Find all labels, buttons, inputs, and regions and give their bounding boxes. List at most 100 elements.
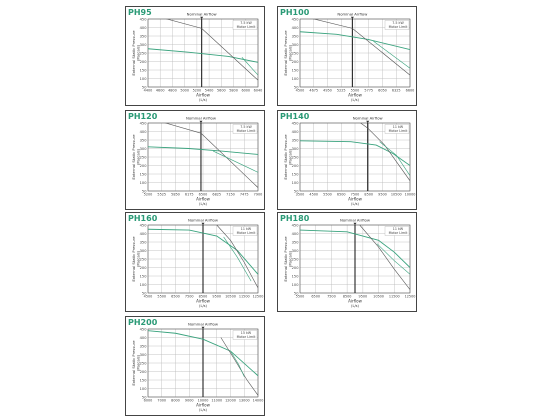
y-axis-unit: (Pascals): [137, 250, 141, 267]
x-tick-label: 12000: [225, 399, 236, 403]
y-tick-label: 250: [140, 155, 148, 159]
x-axis-unit: (L/s): [351, 98, 359, 102]
y-tick-label: 50: [142, 395, 147, 399]
chart-panel-ph95: PH95 450 400 350 300 250 200 150 100 50 4400 4600 48…: [125, 6, 265, 106]
nominal-airflow-label: Nominal Airflow: [187, 12, 217, 17]
y-tick-label: 150: [292, 274, 300, 278]
motor-limit-line: [164, 123, 258, 188]
y-tick-label: 450: [292, 223, 300, 227]
x-tick-label: 9500: [359, 295, 368, 299]
motor-limit-line: [360, 123, 410, 181]
y-tick-label: 200: [292, 164, 300, 168]
y-tick-label: 200: [292, 60, 300, 64]
x-tick-label: 5500: [157, 295, 166, 299]
y-tick-label: 50: [294, 291, 299, 295]
x-tick-label: 5500: [351, 89, 360, 93]
x-tick-label: 4675: [309, 89, 318, 93]
y-axis-unit: (Pascals): [137, 354, 141, 371]
legend-entry: Motor Limit: [237, 129, 256, 133]
fan-curve-line: [148, 330, 258, 377]
y-tick-label: 150: [140, 378, 148, 382]
secondary-curve-line: [230, 350, 245, 377]
x-tick-label: 6000: [144, 399, 153, 403]
y-axis-unit: (Pascals): [289, 250, 293, 267]
y-tick-label: 450: [140, 327, 148, 331]
x-tick-label: 5400: [205, 89, 214, 93]
y-tick-label: 350: [140, 34, 148, 38]
y-tick-label: 100: [140, 283, 148, 287]
x-tick-label: 8500: [364, 193, 373, 197]
motor-limit-line: [216, 225, 258, 289]
plot-frame: [147, 122, 259, 192]
x-axis-unit: (L/s): [199, 202, 207, 206]
nominal-airflow-label: Nominal Airflow: [186, 116, 216, 121]
x-tick-label: 6500: [199, 193, 208, 197]
x-tick-label: 7000: [157, 399, 166, 403]
x-tick-label: 10500: [391, 193, 402, 197]
y-tick-label: 100: [292, 283, 300, 287]
y-tick-label: 450: [140, 17, 148, 21]
y-tick-label: 350: [140, 240, 148, 244]
plot-frame: [299, 122, 411, 192]
x-axis-unit: (L/s): [351, 202, 359, 206]
y-axis-unit: (Pascals): [137, 148, 141, 165]
legend-entry: Motor Limit: [389, 129, 408, 133]
nominal-airflow-arrow: [366, 120, 370, 124]
y-tick-label: 400: [140, 336, 148, 340]
legend-entry: Motor Limit: [389, 25, 408, 29]
x-tick-label: 11500: [239, 295, 250, 299]
y-tick-label: 150: [140, 274, 148, 278]
legend-box: [384, 20, 410, 30]
y-axis-label: External Static Pressure: [131, 340, 136, 386]
chart-title: PH140: [280, 112, 310, 121]
x-tick-label: 5850: [171, 193, 180, 197]
fan-curve-line: [148, 146, 258, 155]
y-tick-label: 300: [292, 249, 300, 253]
y-tick-label: 250: [292, 155, 300, 159]
legend-entry: 7.5 kW: [392, 21, 404, 25]
x-tick-label: 7150: [226, 193, 235, 197]
y-tick-label: 400: [292, 232, 300, 236]
legend-box: [384, 226, 410, 236]
y-tick-label: 400: [292, 130, 300, 134]
plot-frame: [299, 18, 411, 88]
x-tick-label: 5800: [229, 89, 238, 93]
nominal-airflow-arrow: [201, 326, 205, 330]
x-tick-label: 5500: [296, 295, 305, 299]
y-tick-label: 100: [140, 77, 148, 81]
y-tick-label: 400: [140, 26, 148, 30]
x-axis-unit: (L/s): [199, 304, 207, 308]
x-tick-label: 9500: [212, 295, 221, 299]
y-axis-label: External Static Pressure: [131, 134, 136, 180]
y-tick-label: 100: [140, 181, 148, 185]
y-axis-label: External Static Pressure: [131, 30, 136, 76]
x-axis-unit: (L/s): [199, 98, 207, 102]
chart-panel-ph140: PH140 450 400 350 300 250 200 150 100 50 3500 4500 5…: [277, 110, 417, 210]
y-tick-label: 50: [142, 85, 147, 89]
y-tick-label: 200: [140, 60, 148, 64]
x-tick-label: 10500: [225, 295, 236, 299]
motor-limit-line: [359, 225, 410, 290]
y-tick-label: 250: [140, 51, 148, 55]
legend-entry: Motor Limit: [237, 335, 256, 339]
x-tick-label: 4500: [296, 89, 305, 93]
x-axis-label: Airflow: [348, 299, 362, 304]
x-tick-label: 4800: [168, 89, 177, 93]
y-tick-label: 350: [292, 240, 300, 244]
chart-title: PH200: [128, 318, 158, 327]
nominal-airflow-arrow: [200, 16, 204, 20]
y-tick-label: 100: [292, 77, 300, 81]
nominal-airflow-label: Nominal Airflow: [188, 218, 218, 223]
chart-panel-ph160: PH160 450 400 350 300 250 200 150 100 50 4500 5500 6…: [125, 212, 265, 312]
x-tick-label: 6050: [378, 89, 387, 93]
x-tick-label: 9000: [185, 399, 194, 403]
x-tick-label: 3500: [296, 193, 305, 197]
x-tick-label: 5000: [180, 89, 189, 93]
y-tick-label: 450: [140, 223, 148, 227]
chart-title: PH160: [128, 214, 158, 223]
chart-title: PH100: [280, 8, 310, 17]
legend-box: [232, 226, 258, 236]
y-tick-label: 350: [140, 138, 148, 142]
y-tick-label: 100: [140, 387, 148, 391]
